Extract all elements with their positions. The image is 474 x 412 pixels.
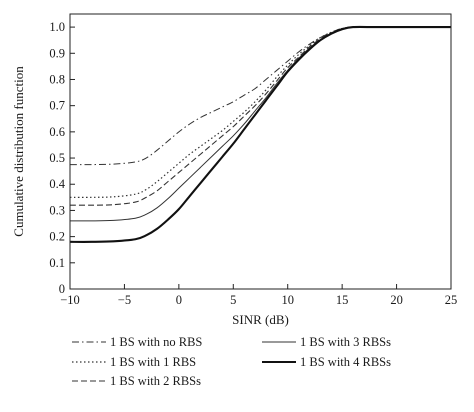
y-axis: 0 0.1 0.2 0.3 0.4 0.5 0.6 0.7 0.8 0.9 1.0 — [49, 20, 75, 296]
y-axis-label: Cumulative distribution function — [11, 66, 26, 237]
legend-label-2: 1 BS with 1 RBS — [110, 355, 196, 369]
y-tick-label: 0.7 — [49, 99, 65, 113]
legend-label-1: 1 BS with no RBS — [110, 335, 202, 349]
y-tick-label: 0 — [59, 282, 65, 296]
series-line-3 — [69, 26, 451, 206]
y-tick-label: 0.5 — [49, 151, 65, 165]
y-tick-label: 0.6 — [49, 125, 65, 139]
y-tick-label: 0.4 — [49, 177, 65, 191]
plot-frame — [69, 13, 452, 290]
x-tick-label: −5 — [118, 293, 131, 307]
y-tick-label: 1.0 — [49, 20, 65, 34]
y-tick-label: 0.9 — [49, 46, 65, 60]
y-tick-label: 0.3 — [49, 203, 65, 217]
x-tick-label: 15 — [336, 293, 349, 307]
x-axis: −10 −5 0 5 10 15 20 25 — [60, 284, 457, 307]
y-tick-label: 0.1 — [49, 256, 65, 270]
plot-area: −10 −5 0 5 10 15 20 25 0 0.1 0.2 0.3 0.4 0.5 0.6 0.7 0.… — [49, 13, 457, 307]
x-tick-label: 0 — [176, 293, 182, 307]
series-line-1 — [69, 26, 451, 166]
legend-label-4: 1 BS with 3 RBSs — [300, 335, 391, 349]
legend-label-5: 1 BS with 4 RBSs — [300, 355, 391, 369]
series-layer — [69, 25, 451, 243]
legend-label-3: 1 BS with 2 RBSs — [110, 374, 201, 388]
x-tick-label: −10 — [60, 293, 80, 307]
y-tick-label: 0.8 — [49, 72, 65, 86]
x-tick-label: 10 — [281, 293, 294, 307]
x-axis-label: SINR (dB) — [232, 312, 289, 327]
y-tick-label: 0.2 — [49, 230, 65, 244]
legend: 1 BS with no RBS 1 BS with 1 RBS 1 BS with… — [72, 335, 391, 388]
series-line-2 — [69, 26, 451, 198]
x-tick-label: 25 — [445, 293, 458, 307]
x-tick-label: 5 — [230, 293, 236, 307]
series-line-4 — [69, 26, 451, 222]
x-tick-label: 20 — [390, 293, 403, 307]
series-line-5 — [69, 25, 451, 243]
